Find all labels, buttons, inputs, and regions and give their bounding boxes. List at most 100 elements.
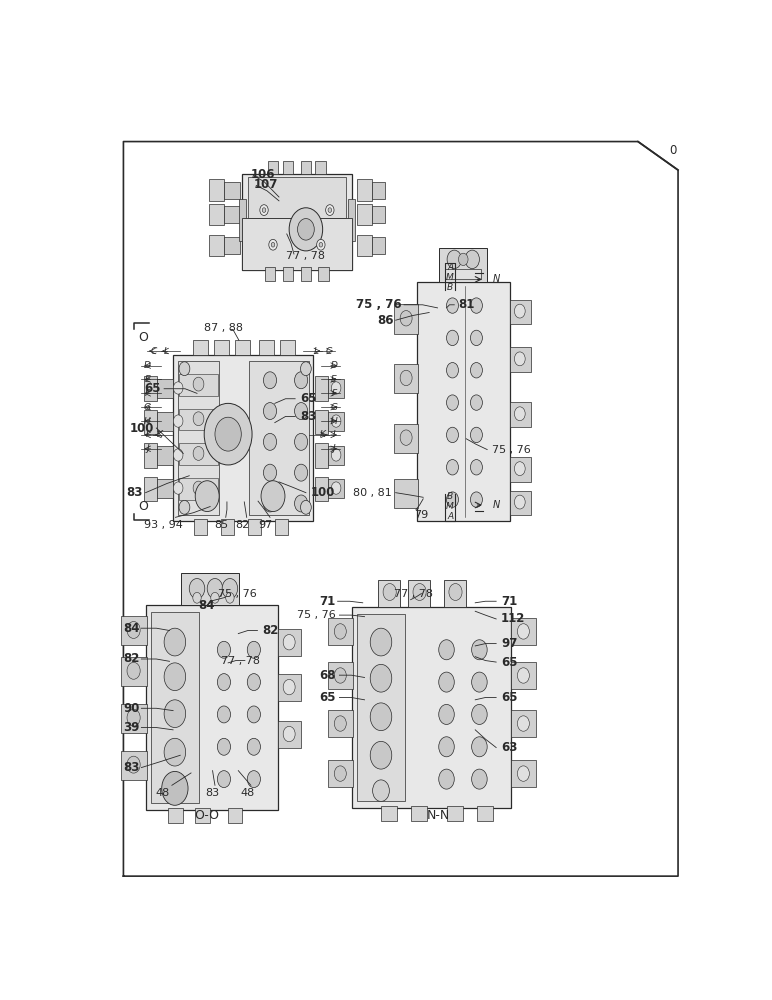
Bar (268, 161, 279, 174)
Circle shape (371, 703, 391, 731)
Circle shape (465, 250, 479, 269)
Text: F: F (145, 389, 150, 398)
Circle shape (174, 415, 183, 427)
Text: 90: 90 (124, 702, 140, 715)
Text: O-O: O-O (195, 809, 220, 822)
Circle shape (328, 208, 332, 212)
Text: 82: 82 (235, 520, 249, 530)
Bar (194, 519, 207, 535)
Circle shape (470, 363, 482, 378)
Circle shape (514, 462, 525, 476)
Bar (278, 674, 300, 701)
Text: 71: 71 (320, 595, 336, 608)
Bar (121, 704, 147, 733)
Bar (157, 412, 173, 431)
Circle shape (446, 330, 459, 346)
Bar (229, 808, 242, 823)
Bar (315, 410, 328, 434)
Bar (283, 161, 293, 174)
Circle shape (297, 219, 314, 240)
Bar (408, 580, 430, 607)
Circle shape (472, 640, 487, 660)
Text: 65: 65 (300, 392, 317, 405)
Circle shape (225, 592, 234, 603)
Circle shape (174, 449, 183, 461)
Text: D: D (330, 361, 337, 370)
Circle shape (438, 672, 454, 692)
Text: M: M (446, 273, 454, 282)
Text: 84: 84 (123, 622, 140, 635)
Circle shape (446, 492, 459, 507)
Text: 82: 82 (124, 652, 140, 666)
Circle shape (300, 362, 311, 376)
Circle shape (400, 370, 412, 386)
Circle shape (300, 500, 311, 514)
Text: C: C (326, 347, 332, 356)
Bar (121, 751, 147, 780)
Circle shape (193, 377, 204, 391)
Circle shape (472, 704, 487, 724)
Text: 82: 82 (262, 624, 279, 637)
Text: 93 , 94: 93 , 94 (144, 520, 183, 530)
Circle shape (218, 771, 231, 788)
Bar (511, 760, 536, 787)
Circle shape (263, 433, 276, 450)
Circle shape (438, 769, 454, 789)
Circle shape (263, 403, 276, 420)
Bar (315, 477, 328, 501)
Bar (208, 179, 224, 201)
Circle shape (517, 668, 530, 683)
Bar (511, 618, 536, 645)
Bar (144, 477, 157, 501)
Bar (372, 206, 385, 223)
Circle shape (334, 766, 347, 781)
Bar (224, 182, 240, 199)
Circle shape (295, 433, 308, 450)
Bar (242, 218, 352, 270)
Circle shape (218, 738, 231, 755)
Circle shape (193, 412, 204, 426)
Text: L: L (164, 347, 169, 356)
Circle shape (449, 584, 462, 600)
Bar (144, 376, 157, 401)
Text: 85: 85 (214, 520, 228, 530)
Circle shape (211, 592, 219, 603)
Text: B: B (447, 283, 453, 292)
Bar (372, 237, 385, 254)
Text: 65: 65 (501, 656, 517, 669)
Bar (328, 446, 344, 465)
Bar (319, 267, 329, 281)
Bar (278, 721, 300, 748)
Bar (394, 479, 418, 508)
Text: 48: 48 (241, 788, 255, 798)
Circle shape (446, 460, 459, 475)
Text: 81: 81 (459, 298, 475, 311)
Circle shape (472, 672, 487, 692)
Text: 86: 86 (378, 314, 394, 327)
Circle shape (218, 641, 231, 658)
Text: I: I (146, 430, 149, 439)
Text: O: O (138, 500, 148, 513)
Circle shape (517, 766, 530, 781)
Bar (511, 662, 536, 689)
Circle shape (413, 584, 426, 600)
Circle shape (400, 430, 412, 445)
Circle shape (247, 771, 260, 788)
Circle shape (438, 737, 454, 757)
Bar (208, 204, 224, 225)
Text: A: A (447, 263, 453, 272)
Circle shape (331, 482, 341, 494)
Bar (477, 806, 493, 821)
Bar (447, 806, 462, 821)
Bar (357, 614, 405, 801)
Circle shape (371, 628, 391, 656)
Text: F: F (331, 389, 337, 398)
Text: 97: 97 (258, 520, 273, 530)
Bar (157, 479, 173, 498)
Circle shape (174, 382, 183, 394)
Text: K: K (157, 430, 162, 439)
Text: D: D (144, 361, 151, 370)
Circle shape (271, 242, 275, 247)
Circle shape (446, 363, 459, 378)
Circle shape (164, 663, 185, 691)
